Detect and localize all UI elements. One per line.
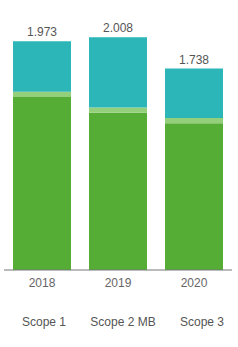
svg-text:1.973: 1.973: [27, 25, 57, 39]
svg-text:2020: 2020: [181, 276, 208, 290]
svg-text:2019: 2019: [105, 276, 132, 290]
html-text:Scope 2 MB: Scope 2 MB: [90, 315, 156, 329]
svg-text:2.008: 2.008: [103, 21, 133, 35]
html-text:Scope 1: Scope 1: [22, 315, 66, 329]
svg-text:1.738: 1.738: [179, 53, 209, 67]
html-text:Scope 3: Scope 3: [180, 315, 224, 329]
svg-text:2018: 2018: [29, 276, 56, 290]
